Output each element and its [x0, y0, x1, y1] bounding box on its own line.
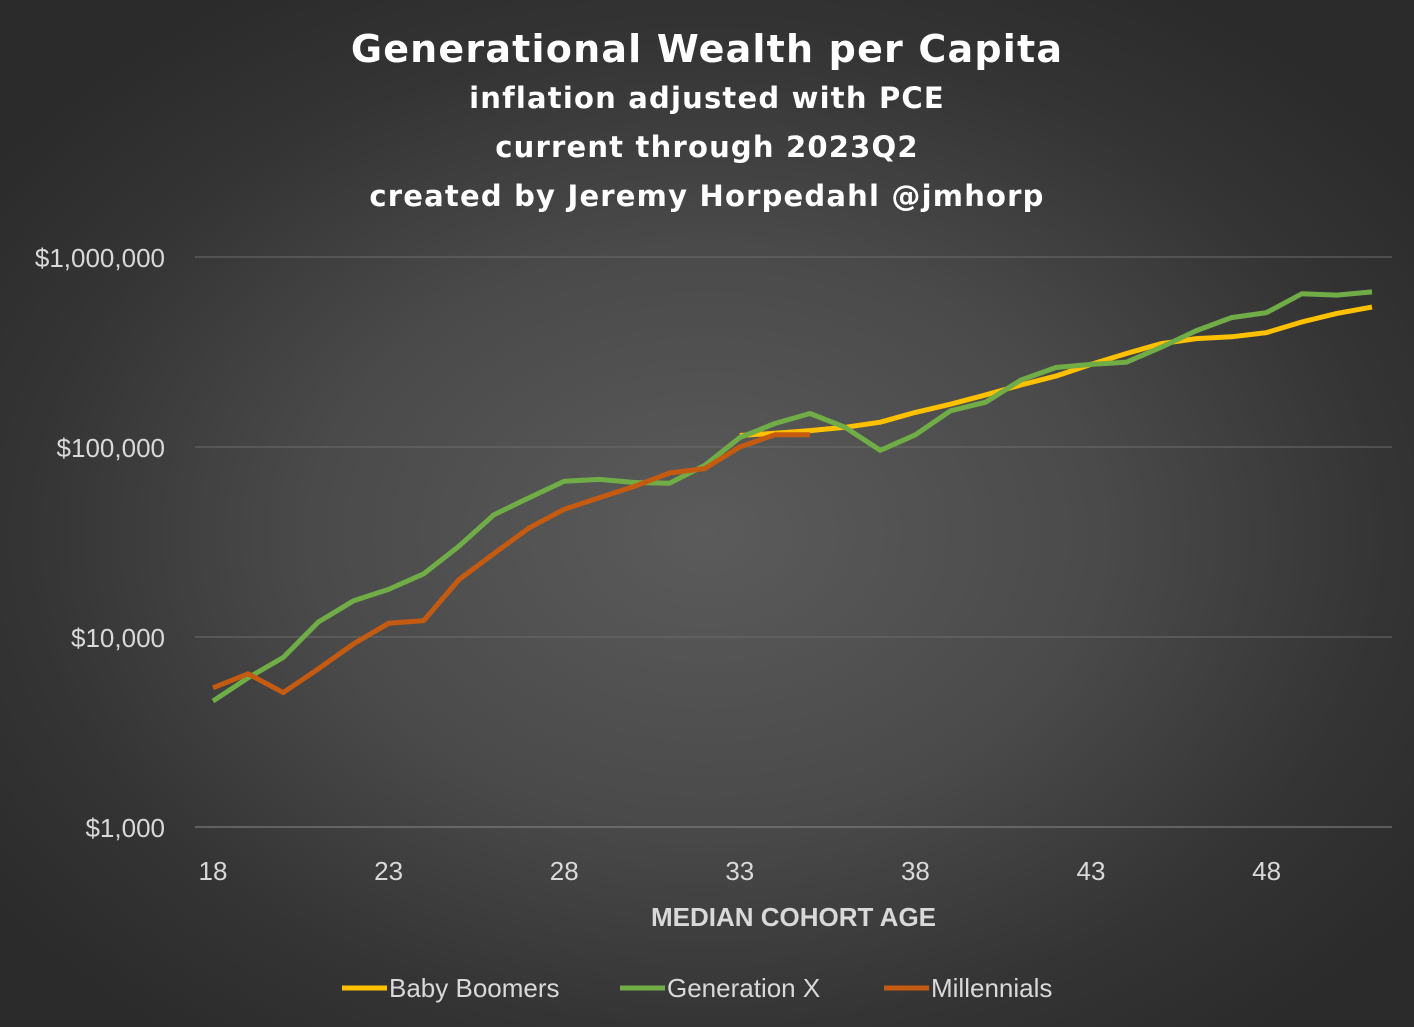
chart-subtitle-2: current through 2023Q2: [495, 130, 919, 164]
x-tick-label: 23: [374, 856, 403, 886]
x-tick-label: 28: [550, 856, 579, 886]
y-tick-label: $1,000: [85, 813, 165, 843]
series-line-baby-boomers: [739, 304, 1373, 438]
chart-title: Generational Wealth per Capita: [350, 27, 1064, 71]
series-line-millennials: [212, 432, 810, 696]
y-tick-label: $100,000: [57, 433, 165, 463]
x-tick-label: 48: [1252, 856, 1281, 886]
legend-label-generation-x: Generation X: [667, 973, 820, 1003]
legend-label-millennials: Millennials: [931, 973, 1052, 1003]
y-tick-label: $1,000,000: [35, 243, 165, 273]
x-tick-label: 43: [1077, 856, 1106, 886]
x-axis-title: MEDIAN COHORT AGE: [651, 902, 936, 932]
chart-title-block: Generational Wealth per Capita inflation…: [0, 24, 1414, 221]
y-tick-label: $10,000: [71, 623, 165, 653]
chart-subtitle-1: inflation adjusted with PCE: [469, 81, 945, 115]
y-axis-ticks: $1,000 $10,000 $100,000 $1,000,000: [35, 243, 165, 843]
x-axis-ticks: 18 23 28 33 38 43 48: [199, 856, 1282, 886]
legend-label-baby-boomers: Baby Boomers: [389, 973, 560, 1003]
series-line-generation-x: [211, 289, 1373, 704]
gridlines: [195, 256, 1392, 828]
x-tick-label: 33: [725, 856, 754, 886]
chart-subtitle-3: created by Jeremy Horpedahl @jmhorp: [369, 179, 1045, 213]
x-tick-label: 38: [901, 856, 930, 886]
legend: Baby Boomers Generation X Millennials: [342, 973, 1052, 1003]
x-tick-label: 18: [199, 856, 228, 886]
